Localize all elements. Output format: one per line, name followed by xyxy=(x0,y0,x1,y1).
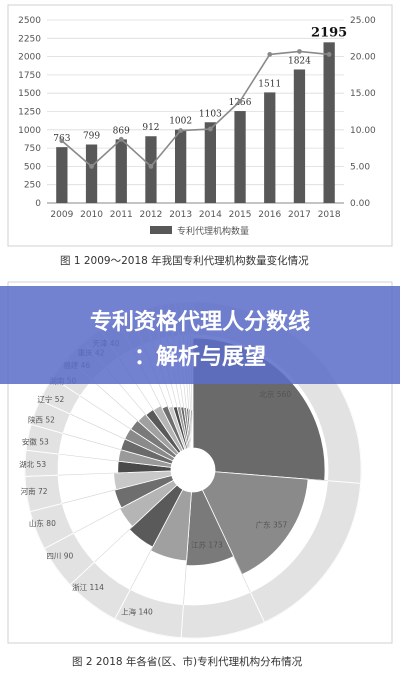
y-tick-left: 0 xyxy=(35,199,41,209)
spoke-line xyxy=(183,560,187,605)
x-tick-label: 2010 xyxy=(80,210,103,220)
growth-rate-point xyxy=(297,49,302,54)
bar-line-chart: 0 250 500 750 1000 1250 1500 1750 2000 2250 2500 0.… xyxy=(18,16,376,237)
pie-slice-label: 安徽 53 xyxy=(22,436,49,446)
bar-value-label: 2195 xyxy=(311,25,347,40)
growth-rate-point xyxy=(267,52,273,57)
spoke-line xyxy=(58,472,118,476)
bar xyxy=(145,136,157,203)
bar-value-label: 1002 xyxy=(169,117,192,127)
bar xyxy=(85,144,98,203)
x-tick-label: 2014 xyxy=(199,210,222,220)
spoke-line xyxy=(73,507,122,534)
pie-slice-label: 广东 357 xyxy=(256,519,288,529)
x-tick-label: 2018 xyxy=(318,210,341,220)
y-tick-left: 1250 xyxy=(18,108,41,118)
pie-slice-label: 山东 80 xyxy=(29,518,56,528)
y-tick-left: 2000 xyxy=(18,53,41,63)
y-tick-left: 2250 xyxy=(18,34,41,44)
donut-chart: 北京 560 广东 357 江苏 173 上海 140 浙江 114 四川 90 山东 80… xyxy=(19,301,362,639)
spoke-line xyxy=(58,453,119,462)
x-tick-label: 2011 xyxy=(110,210,133,220)
figure1-caption: 图 1 2009～2018 年我国专利代理机构数量变化情况 xyxy=(60,254,309,267)
bar xyxy=(293,69,306,203)
bar-value-label: 799 xyxy=(83,132,100,142)
y-tick-left: 1750 xyxy=(18,71,41,81)
growth-rate-point xyxy=(118,136,124,142)
legend-swatch xyxy=(150,226,172,234)
bar xyxy=(264,92,276,203)
banner-title-line1: 专利资格代理人分数线 xyxy=(90,309,310,335)
pie-slice-label: 四川 90 xyxy=(46,551,73,560)
growth-rate-point xyxy=(59,138,65,144)
y-tick-left: 250 xyxy=(24,181,41,191)
pie-slice-label: 上海 140 xyxy=(121,606,153,616)
growth-rate-point xyxy=(326,52,332,57)
bar xyxy=(56,147,68,203)
x-tick-label: 2016 xyxy=(258,210,281,220)
bar-value-label: 1103 xyxy=(199,109,222,119)
spoke-line xyxy=(233,556,251,593)
spoke-line xyxy=(92,379,139,422)
pie-slice-label: 北京 560 xyxy=(259,389,291,399)
spoke-line xyxy=(62,433,121,450)
spoke-line xyxy=(79,395,131,430)
donut-hole xyxy=(171,448,215,492)
spoke-line xyxy=(308,478,328,482)
bar xyxy=(204,122,216,203)
pie-slice-label: 辽宁 52 xyxy=(37,394,64,404)
bar xyxy=(234,111,246,203)
pie-slice-label: 江苏 173 xyxy=(191,539,223,549)
growth-rate-line xyxy=(61,50,330,168)
y-tick-right: 25.00 xyxy=(350,16,376,26)
spoke-line xyxy=(129,546,153,590)
x-tick-label: 2015 xyxy=(229,210,252,220)
pie-slice-label: 河南 72 xyxy=(21,486,48,496)
y-tick-right: 15.00 xyxy=(350,89,376,99)
x-tick-label: 2012 xyxy=(139,210,162,220)
bar xyxy=(175,129,187,203)
growth-rate-point xyxy=(89,164,94,169)
pie-slice xyxy=(191,411,194,449)
banner-title-line2: ：解析与展望 xyxy=(134,344,266,370)
bar-value-label: 869 xyxy=(113,126,130,136)
y-tick-right: 20.00 xyxy=(350,53,376,63)
bar-value-label: 912 xyxy=(142,123,159,133)
spoke-line xyxy=(70,413,125,440)
y-tick-right: 0.00 xyxy=(350,199,370,209)
spoke-line xyxy=(94,526,133,563)
y-tick-right: 5.00 xyxy=(350,162,370,172)
figure2-caption: 图 2 2018 年各省(区、市)专利代理机构分布情况 xyxy=(72,655,303,668)
bar xyxy=(115,139,127,203)
y-tick-right: 10.00 xyxy=(350,126,376,136)
pie-slice-label: 浙江 114 xyxy=(72,582,104,592)
y-tick-left: 2500 xyxy=(18,16,41,26)
growth-rate-point xyxy=(237,98,243,104)
growth-rate-point xyxy=(207,126,213,132)
pie-slice-label: 陕西 52 xyxy=(28,414,55,424)
bar xyxy=(323,42,335,203)
y-tick-left: 750 xyxy=(24,144,41,154)
y-tick-left: 1000 xyxy=(18,126,41,136)
x-tick-label: 2013 xyxy=(169,210,192,220)
y-tick-left: 1500 xyxy=(18,89,41,99)
title-banner xyxy=(0,286,400,384)
spoke-line xyxy=(62,489,117,504)
growth-rate-point xyxy=(178,128,184,133)
bar-value-label: 1824 xyxy=(288,56,311,66)
y-tick-left: 500 xyxy=(24,162,41,172)
bar-value-label: 1511 xyxy=(258,79,281,89)
pie-slice-label: 湖北 53 xyxy=(19,460,46,469)
growth-rate-point xyxy=(148,164,154,169)
legend-label: 专利代理机构数量 xyxy=(177,225,249,237)
x-tick-label: 2017 xyxy=(288,210,311,220)
x-tick-label: 2009 xyxy=(50,210,73,220)
